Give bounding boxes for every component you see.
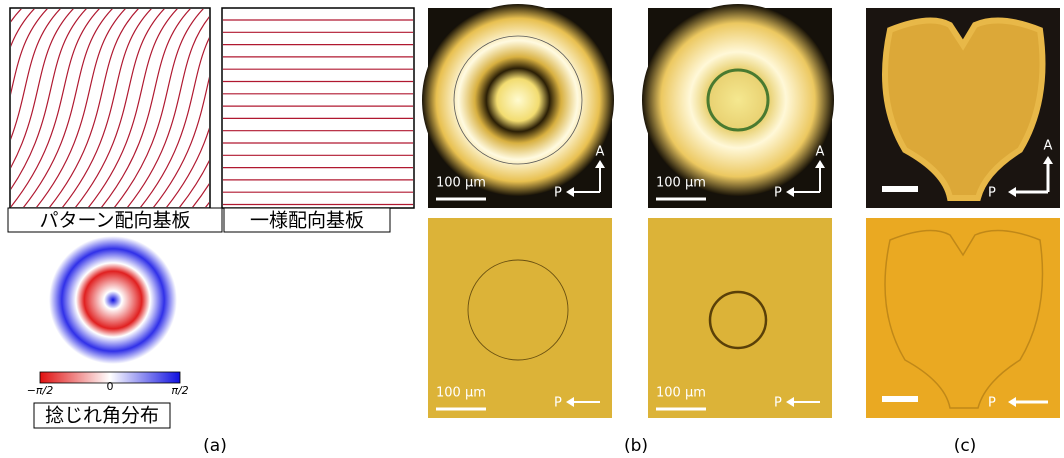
panel-c: (c) (866, 8, 1060, 456)
polarizer-label: P (554, 396, 562, 411)
polarizer-label: P (774, 186, 782, 201)
colorbar-mid: 0 (107, 380, 114, 393)
panel-tag: (b) (624, 436, 648, 456)
polarizer-label: P (774, 396, 782, 411)
colorbar-max: π/2 (171, 384, 188, 397)
analyzer-label: A (816, 145, 825, 160)
polarizer-label: P (988, 396, 996, 411)
uniform-label: 一様配向基板 (250, 210, 364, 232)
caption-label: 捻じれ角分布 (45, 405, 159, 427)
scale-label: 100 µm (436, 386, 486, 401)
panel-tag: (c) (954, 436, 977, 456)
scale-bar (882, 396, 918, 402)
polarizer-label: P (988, 186, 996, 201)
annulus (422, 4, 614, 196)
panel-tag: (a) (203, 436, 227, 456)
micrograph (866, 218, 1060, 418)
uniform-substrate (222, 8, 414, 208)
annulus (642, 4, 834, 196)
scale-bar (882, 186, 918, 192)
colorbar-min: −π/2 (27, 384, 54, 397)
figure: パターン配向基板 一様配向基板 −π/2 0 π/2 捻じれ角分布 (a) (b… (0, 0, 1064, 458)
panel-a: パターン配向基板 一様配向基板 −π/2 0 π/2 捻じれ角分布 (a) (0, 8, 414, 456)
analyzer-label: A (596, 145, 605, 160)
scale-label: 100 µm (436, 176, 486, 191)
polarizer-label: P (554, 186, 562, 201)
scale-label: 100 µm (656, 176, 706, 191)
twist-disk (49, 236, 177, 364)
scale-label: 100 µm (656, 386, 706, 401)
pattern-label: パターン配向基板 (39, 210, 190, 232)
analyzer-label: A (1044, 139, 1053, 154)
